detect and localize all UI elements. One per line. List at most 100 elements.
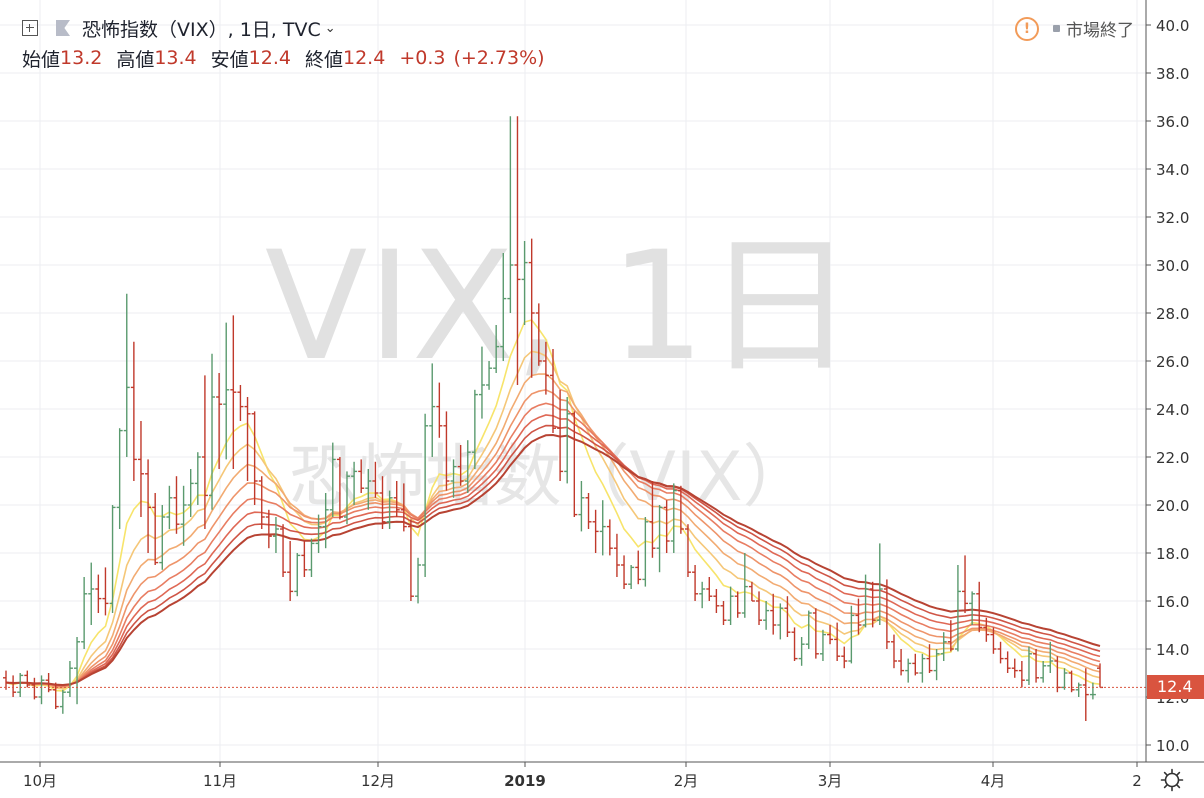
low-value: 12.4 xyxy=(248,47,291,69)
ohlc-bar xyxy=(670,483,677,553)
ohlc-bar xyxy=(578,481,585,532)
x-tick-label: 2月 xyxy=(674,772,699,790)
y-tick-label: 30.0 xyxy=(1156,257,1189,275)
ohlc-bar xyxy=(308,538,315,577)
ohlc-bar xyxy=(265,509,272,549)
ema-line xyxy=(5,433,1101,687)
flag-icon[interactable] xyxy=(56,20,70,36)
x-tick-label: 4月 xyxy=(981,772,1006,790)
ohlc-bar xyxy=(912,653,919,676)
ohlc-bar xyxy=(81,577,88,649)
ohlc-bar xyxy=(642,517,649,587)
change-percent: (+2.73%) xyxy=(453,47,545,69)
chevron-down-icon[interactable]: ⌄ xyxy=(324,20,336,36)
ohlc-bar xyxy=(159,505,166,570)
ohlc-bar xyxy=(841,646,848,669)
ohlc-bar xyxy=(542,341,549,395)
y-tick-label: 22.0 xyxy=(1156,449,1189,467)
ohlc-bar xyxy=(88,562,95,625)
ohlc-bar xyxy=(684,524,691,577)
ohlc-bar xyxy=(571,411,578,517)
ohlc-bar xyxy=(734,591,741,618)
y-tick-label: 38.0 xyxy=(1156,65,1189,83)
ohlc-bar xyxy=(962,555,969,613)
ohlc-bar xyxy=(358,459,365,493)
ohlc-bar xyxy=(741,553,748,618)
y-tick-label: 40.0 xyxy=(1156,17,1189,35)
ohlc-bar xyxy=(372,461,379,498)
ohlc-bar xyxy=(784,596,791,637)
y-tick-label: 32.0 xyxy=(1156,209,1189,227)
x-tick-label: 10月 xyxy=(23,772,57,790)
ohlc-bar xyxy=(443,411,450,491)
ohlc-bar xyxy=(770,593,777,635)
y-tick-label: 10.0 xyxy=(1156,737,1189,755)
ohlc-bar xyxy=(95,574,102,613)
ohlc-bars xyxy=(3,116,1103,721)
ohlc-bar xyxy=(59,689,66,714)
ohlc-bar xyxy=(386,490,393,529)
ohlc-bar xyxy=(763,601,770,630)
ohlc-bar xyxy=(599,500,606,556)
ohlc-bar xyxy=(24,670,31,688)
ohlc-values: 始値 13.2 高値 13.4 安値 12.4 終値 12.4 +0.3 (+2… xyxy=(22,44,553,72)
ohlc-bar xyxy=(720,601,727,625)
ohlc-bar xyxy=(507,116,514,313)
ohlc-bar xyxy=(329,442,336,517)
warning-icon[interactable]: ! xyxy=(1015,16,1039,41)
change-value: +0.3 xyxy=(399,47,446,69)
close-label: 終値 xyxy=(304,48,343,71)
ohlc-bar xyxy=(699,581,706,609)
ohlc-bar xyxy=(727,586,734,625)
x-tick-label: 12月 xyxy=(361,772,395,790)
ohlc-bar xyxy=(947,620,954,652)
ohlc-bar xyxy=(812,608,819,659)
watermark-symbol: VIX, 1日 xyxy=(265,220,855,394)
ohlc-bar xyxy=(152,493,159,565)
status-dot-icon xyxy=(1053,25,1060,32)
ohlc-bar xyxy=(855,598,862,635)
ohlc-bar xyxy=(514,116,521,385)
ohlc-bar xyxy=(116,428,123,529)
ohlc-bar xyxy=(713,589,720,613)
ohlc-bar xyxy=(564,397,571,484)
ohlc-bar xyxy=(869,581,876,628)
ohlc-bar xyxy=(1061,668,1068,690)
ohlc-bar xyxy=(819,629,826,661)
y-tick-label: 24.0 xyxy=(1156,401,1189,419)
ohlc-bar xyxy=(1018,661,1025,688)
open-label: 始値 xyxy=(22,48,61,71)
ohlc-bar xyxy=(123,293,130,457)
x-tick-label: 3月 xyxy=(818,772,843,790)
ohlc-bar xyxy=(976,581,983,633)
ohlc-bar xyxy=(969,591,976,625)
low-label: 安値 xyxy=(210,48,249,71)
ohlc-bar xyxy=(173,476,180,534)
ohlc-bar xyxy=(10,675,17,697)
y-tick-label: 14.0 xyxy=(1156,641,1189,659)
gear-icon[interactable] xyxy=(1160,768,1184,792)
ohlc-bar xyxy=(1004,651,1011,673)
ohlc-bar xyxy=(656,505,663,573)
symbol-title[interactable]: 恐怖指数（VIX）, 1日, TVC xyxy=(82,18,321,41)
ohlc-bar xyxy=(258,476,265,529)
ohlc-bar xyxy=(649,481,656,558)
ohlc-bar xyxy=(1047,641,1054,673)
open-value: 13.2 xyxy=(60,47,103,69)
expand-icon[interactable] xyxy=(22,20,38,36)
ohlc-bar xyxy=(1025,646,1032,685)
ohlc-bar xyxy=(464,440,471,493)
ohlc-bar xyxy=(876,543,883,625)
ohlc-bar xyxy=(379,476,386,529)
high-value: 13.4 xyxy=(154,47,197,69)
y-tick-label: 18.0 xyxy=(1156,545,1189,563)
ohlc-bar xyxy=(429,363,436,457)
ohlc-bar xyxy=(45,673,52,693)
ohlc-bar xyxy=(862,574,869,628)
ohlc-bar xyxy=(251,411,258,505)
ohlc-bar xyxy=(294,553,301,597)
ohlc-bar xyxy=(74,637,81,705)
